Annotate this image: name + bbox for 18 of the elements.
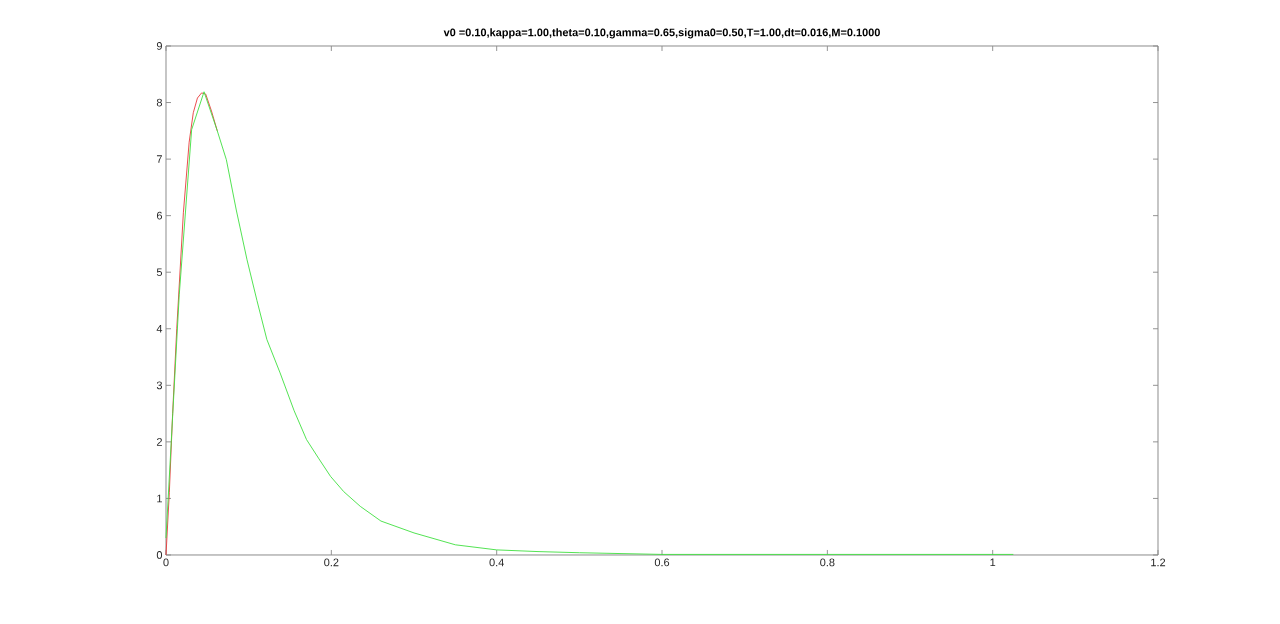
y-tick-label: 5 [156,268,163,277]
y-tick-label: 8 [156,98,163,107]
x-tick-label: 0.8 [820,558,835,567]
y-tick-label: 3 [156,381,163,390]
y-tick-label: 1 [157,494,162,503]
y-tick-label: 6 [156,211,163,220]
chart-title: v0 =0.10,kappa=1.00,theta=0.10,gamma=0.65,sigma0=0.50,T=1.00,dt=0.016,M=0.1000 [443,28,880,39]
y-tick-label: 9 [156,42,162,50]
x-tick-label: 1.2 [1151,558,1166,567]
x-tick-label: 1 [990,558,996,567]
y-tick-label: 7 [156,155,162,163]
y-tick-label: 0 [156,551,163,559]
x-tick-label: 0 [163,558,169,567]
x-tick-label: 0.6 [654,558,670,567]
x-tick-label: 0.4 [489,558,504,567]
y-tick-label: 2 [156,438,162,446]
x-tick-label: 0.2 [324,558,339,567]
y-tick-label: 4 [156,325,163,333]
